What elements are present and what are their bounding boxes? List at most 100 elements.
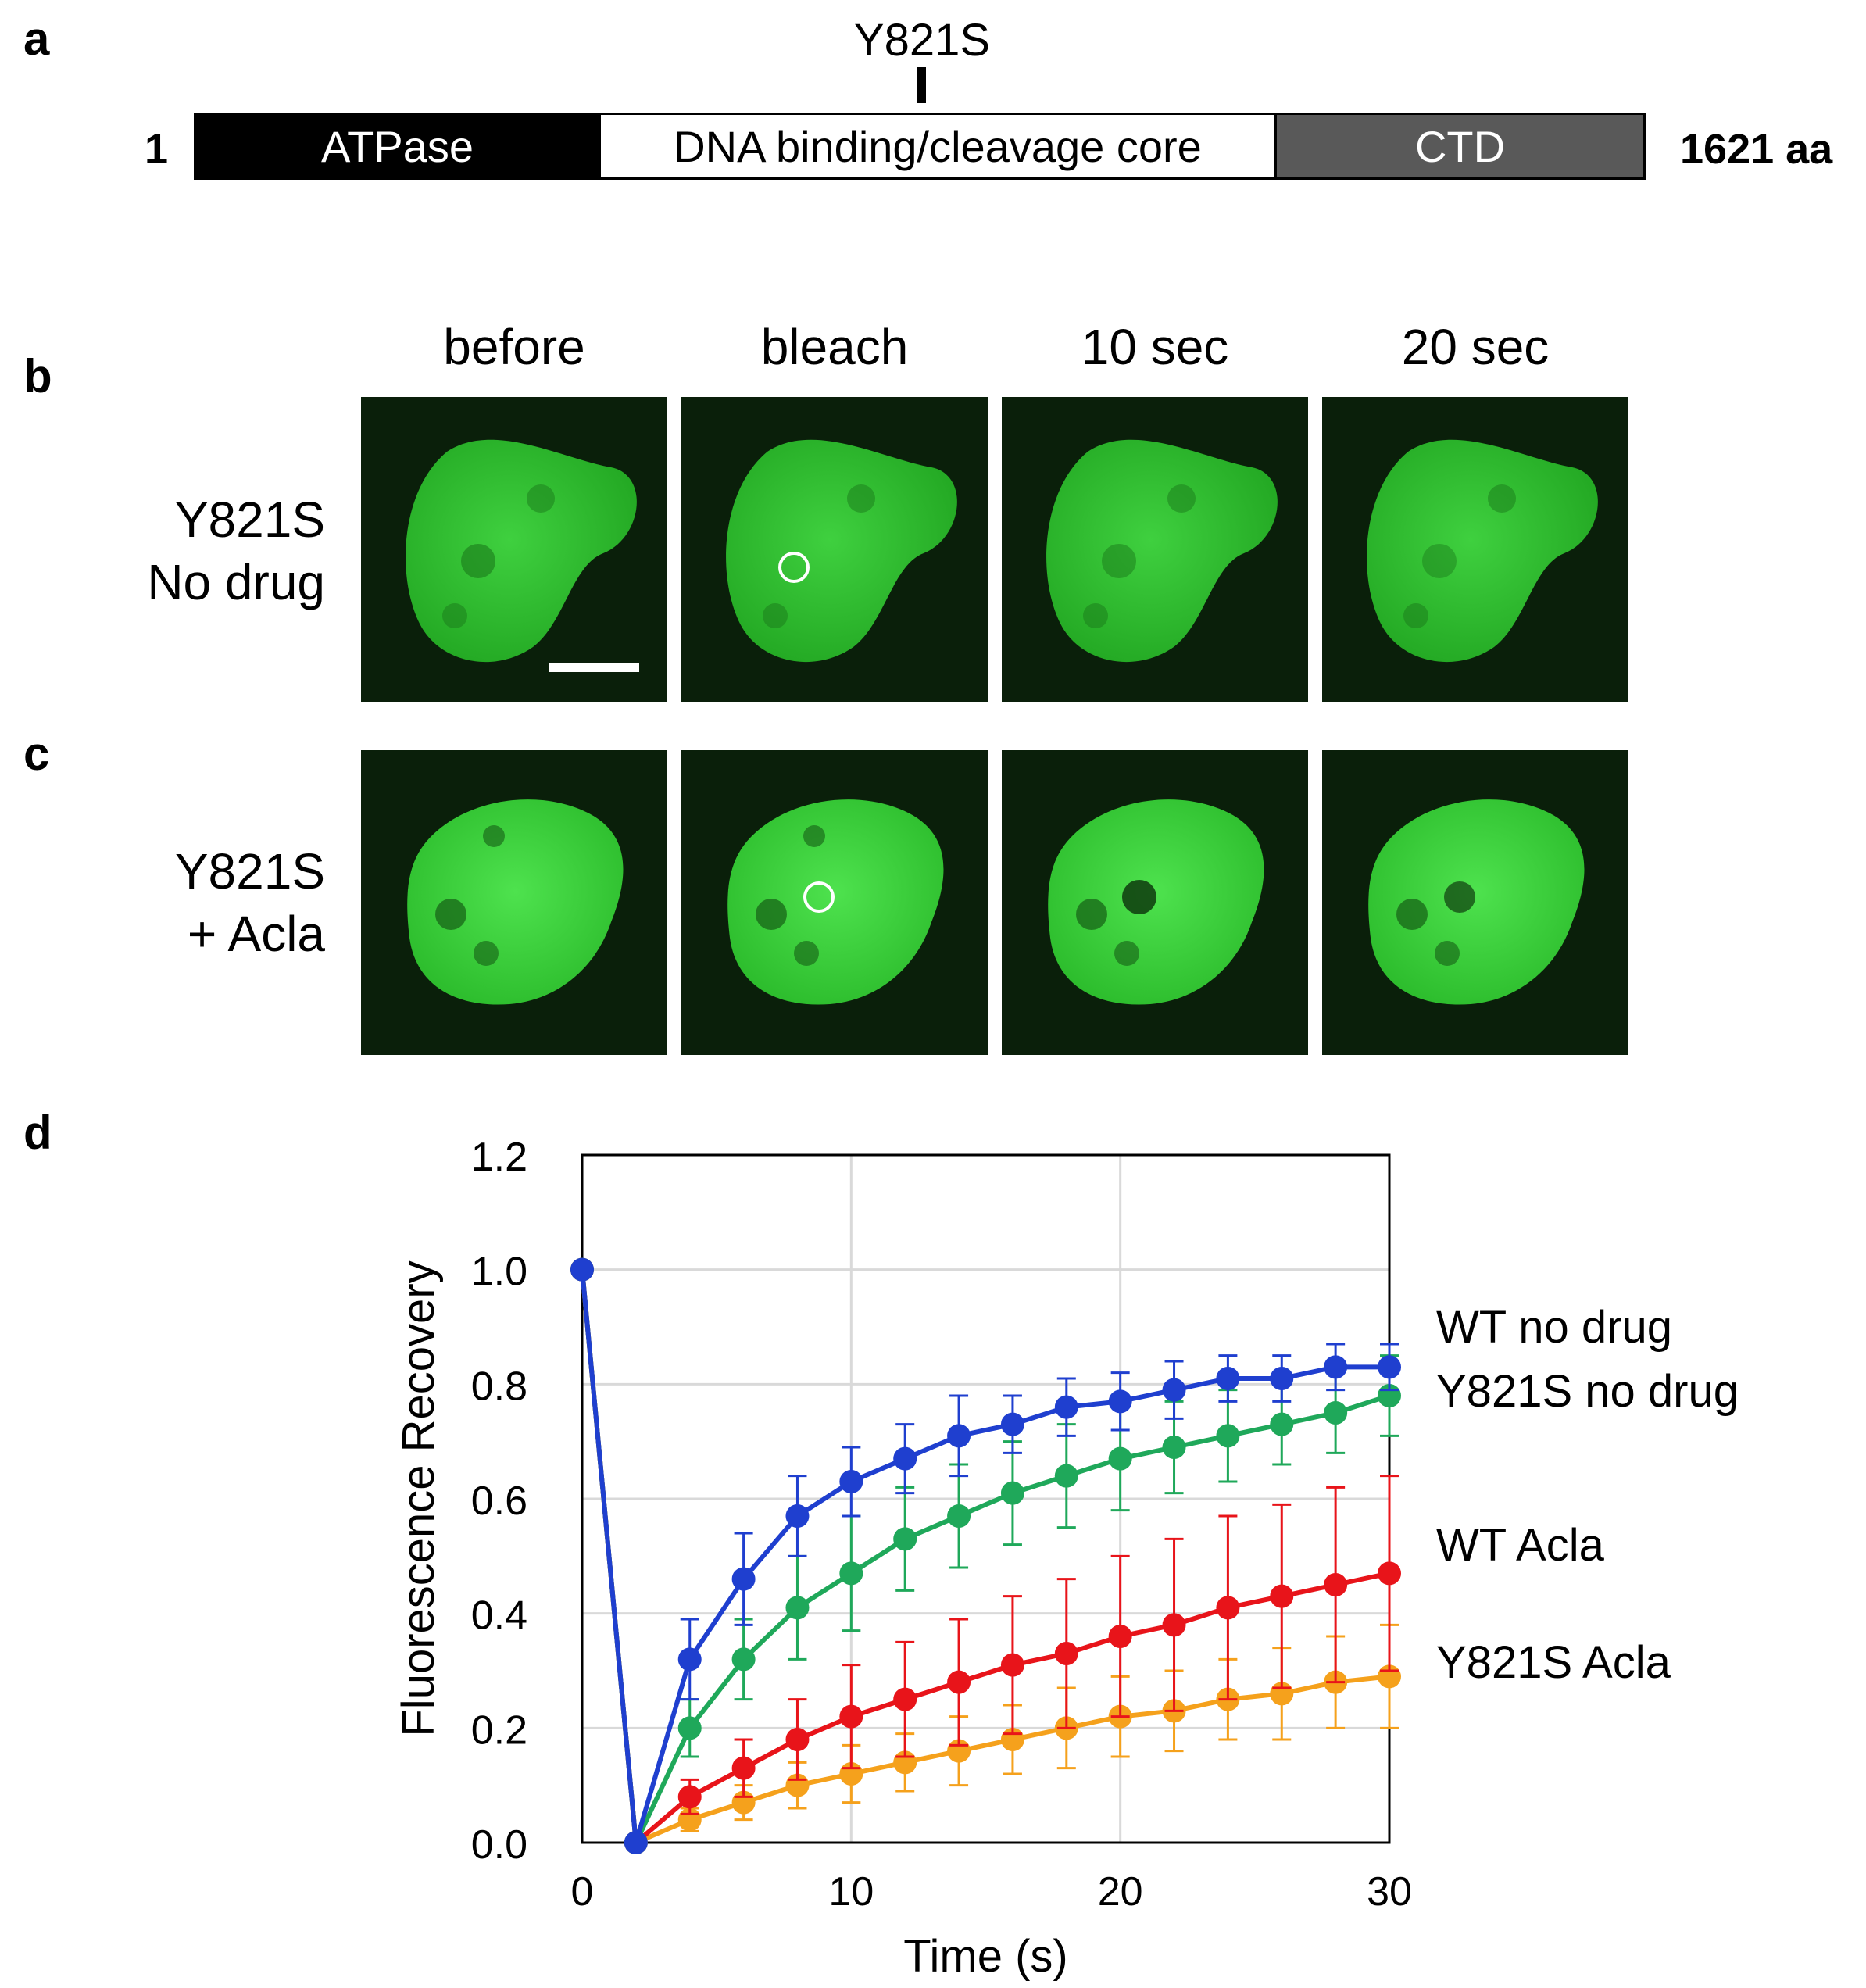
y-tick-label: 0.6 xyxy=(471,1478,527,1524)
x-tick-label: 20 xyxy=(1098,1869,1143,1915)
scale-bar xyxy=(549,663,639,672)
data-point xyxy=(1108,1625,1132,1648)
data-point xyxy=(839,1561,863,1586)
domain-atpase-label: ATPase xyxy=(320,121,474,171)
x-tick-label: 10 xyxy=(828,1869,874,1915)
data-point xyxy=(785,1596,810,1620)
data-point xyxy=(947,1424,971,1448)
data-point xyxy=(1108,1389,1132,1414)
row-label-b-line2: No drug xyxy=(147,554,325,610)
y-tick-label: 1.2 xyxy=(471,1135,527,1180)
data-point xyxy=(785,1504,810,1528)
data-point xyxy=(1324,1573,1348,1596)
data-point xyxy=(677,1716,702,1740)
data-point xyxy=(677,1647,702,1672)
domain-atpase: ATPase xyxy=(196,115,599,177)
data-point xyxy=(1270,1367,1294,1390)
mutation-label: Y821S xyxy=(853,15,991,66)
micrograph-c-bleach xyxy=(681,750,988,1055)
data-point xyxy=(1162,1613,1186,1637)
data-point xyxy=(947,1504,971,1528)
data-point xyxy=(731,1647,756,1672)
data-point xyxy=(624,1831,648,1854)
data-point xyxy=(1324,1401,1348,1425)
data-point xyxy=(1378,1561,1401,1586)
bleach-roi-circle xyxy=(803,881,835,913)
row-label-c-line2: + Acla xyxy=(187,906,325,962)
micrograph-b-bleach xyxy=(681,397,988,702)
data-point xyxy=(1054,1395,1078,1419)
panel-b-letter: b xyxy=(23,350,52,402)
mutation-tick xyxy=(917,67,926,103)
y-tick-label: 0.2 xyxy=(471,1707,527,1753)
domain-start-label: 1 xyxy=(145,126,169,173)
series-line xyxy=(580,1269,1390,1852)
data-point xyxy=(731,1756,756,1780)
micrograph-b-before xyxy=(361,397,667,702)
micrograph-c-20sec xyxy=(1322,750,1628,1055)
domain-end-label: 1621 aa xyxy=(1680,126,1833,173)
y-tick-label: 0.8 xyxy=(471,1364,527,1409)
legend-label: WT Acla xyxy=(1436,1520,1605,1571)
row-label-b-line1: Y821S xyxy=(174,492,325,548)
data-point xyxy=(1000,1653,1024,1677)
series-wt-no-drug xyxy=(570,1257,1401,1854)
chart-series xyxy=(570,1257,1401,1854)
micrograph-c-10sec xyxy=(1002,750,1308,1055)
data-point xyxy=(1162,1378,1186,1402)
series-y821s-acla xyxy=(570,1257,1401,1854)
panel-c-letter: c xyxy=(23,728,50,780)
data-point xyxy=(785,1728,810,1751)
series-line xyxy=(580,1269,1390,1848)
domain-core: DNA binding/cleavage core xyxy=(599,115,1277,177)
data-point xyxy=(570,1257,594,1282)
domain-core-label: DNA binding/cleavage core xyxy=(674,121,1202,171)
column-label-20sec: 20 sec xyxy=(1401,319,1550,375)
data-point xyxy=(1324,1355,1348,1379)
x-axis-label: Time (s) xyxy=(903,1931,1067,1982)
legend-label: WT no drug xyxy=(1436,1302,1672,1353)
row-label-c-line1: Y821S xyxy=(174,843,325,899)
legend-label: Y821S no drug xyxy=(1436,1366,1739,1417)
data-point xyxy=(947,1670,971,1694)
bleached-spot xyxy=(1122,880,1156,914)
y-tick-label: 0.4 xyxy=(471,1593,527,1639)
x-tick-label: 0 xyxy=(571,1869,594,1915)
data-point xyxy=(1000,1481,1024,1505)
series-line xyxy=(580,1269,1390,1847)
data-point xyxy=(893,1687,917,1711)
data-point xyxy=(1108,1446,1132,1471)
series-line xyxy=(580,1269,1389,1843)
domain-bar: ATPase DNA binding/cleavage core CTD xyxy=(194,113,1646,180)
data-point xyxy=(1378,1355,1401,1379)
y-tick-label: 0.0 xyxy=(471,1822,527,1868)
micrograph-b-20sec xyxy=(1322,397,1628,702)
domain-ctd-label: CTD xyxy=(1414,121,1506,171)
data-point xyxy=(893,1446,917,1471)
chart-grid xyxy=(581,1153,1391,1844)
column-label-bleach: bleach xyxy=(760,319,909,375)
x-tick-labels: 0 10 20 30 xyxy=(571,1869,1412,1915)
data-point xyxy=(839,1704,863,1729)
y-axis-label: Fluorescence Recovery xyxy=(393,1260,444,1736)
data-point xyxy=(1216,1424,1240,1448)
y-tick-label: 1.0 xyxy=(471,1250,527,1295)
data-point xyxy=(677,1785,702,1809)
domain-ctd: CTD xyxy=(1277,115,1643,177)
data-point xyxy=(1270,1584,1294,1608)
micrograph-b-10sec xyxy=(1002,397,1308,702)
series-y821s-no-drug xyxy=(570,1257,1401,1854)
x-tick-label: 30 xyxy=(1367,1869,1412,1915)
data-point xyxy=(893,1527,917,1551)
bleached-spot xyxy=(1444,881,1475,913)
panel-d-letter: d xyxy=(23,1107,52,1159)
data-point xyxy=(1216,1367,1240,1390)
series-wt-acla xyxy=(570,1257,1401,1854)
legend-label: Y821S Acla xyxy=(1436,1637,1671,1688)
chart-legend: WT no drug Y821S no drug WT Acla Y821S Acla xyxy=(1436,1302,1739,1688)
data-point xyxy=(1054,1642,1078,1665)
data-point xyxy=(1054,1464,1078,1488)
row-label-b: Y821S No drug xyxy=(59,488,325,613)
column-label-10sec: 10 sec xyxy=(1081,319,1229,375)
